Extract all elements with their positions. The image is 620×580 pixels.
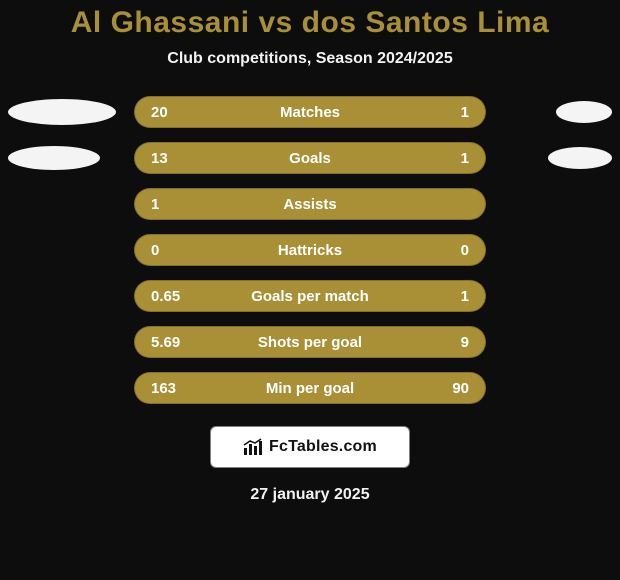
stat-right-value: 1 [419, 288, 469, 305]
stat-row: 0Hattricks0 [134, 234, 486, 266]
right-ellipse-marker [556, 101, 612, 123]
stat-row-wrap: 0.65Goals per match1 [0, 280, 620, 312]
stat-row: 13Goals1 [134, 142, 486, 174]
stat-left-value: 13 [151, 150, 201, 167]
stat-left-value: 0 [151, 242, 201, 259]
stat-right-value: 9 [419, 334, 469, 351]
stat-left-value: 163 [151, 380, 201, 397]
stat-left-value: 0.65 [151, 288, 201, 305]
fctables-badge[interactable]: FcTables.com [210, 426, 410, 468]
stat-row-wrap: 0Hattricks0 [0, 234, 620, 266]
stat-right-value: 1 [419, 150, 469, 167]
comparison-card: Al Ghassani vs dos Santos Lima Club comp… [0, 0, 620, 580]
stat-left-value: 20 [151, 104, 201, 121]
stat-row: 163Min per goal90 [134, 372, 486, 404]
stat-row-wrap: 5.69Shots per goal9 [0, 326, 620, 358]
stat-row: 20Matches1 [134, 96, 486, 128]
page-title: Al Ghassani vs dos Santos Lima [71, 6, 549, 40]
stat-row-wrap: 20Matches1 [0, 96, 620, 128]
fctables-label: FcTables.com [269, 438, 377, 456]
date-label: 27 january 2025 [250, 486, 369, 504]
stat-row: 5.69Shots per goal9 [134, 326, 486, 358]
stat-row: 1Assists [134, 188, 486, 220]
page-subtitle: Club competitions, Season 2024/2025 [167, 50, 452, 68]
stats-container: 20Matches1 13Goals1 1Assists 0Hattricks0 0.6… [0, 96, 620, 404]
stat-row-wrap: 13Goals1 [0, 142, 620, 174]
stat-left-value: 5.69 [151, 334, 201, 351]
chart-icon [243, 438, 263, 456]
stat-row: 0.65Goals per match1 [134, 280, 486, 312]
stat-right-value: 1 [419, 104, 469, 121]
stat-right-value: 0 [419, 242, 469, 259]
right-ellipse-marker [548, 147, 612, 169]
left-ellipse-marker [8, 99, 116, 125]
stat-row-wrap: 1Assists [0, 188, 620, 220]
left-ellipse-marker [8, 146, 100, 170]
stat-left-value: 1 [151, 196, 201, 213]
stat-row-wrap: 163Min per goal90 [0, 372, 620, 404]
stat-right-value: 90 [419, 380, 469, 397]
